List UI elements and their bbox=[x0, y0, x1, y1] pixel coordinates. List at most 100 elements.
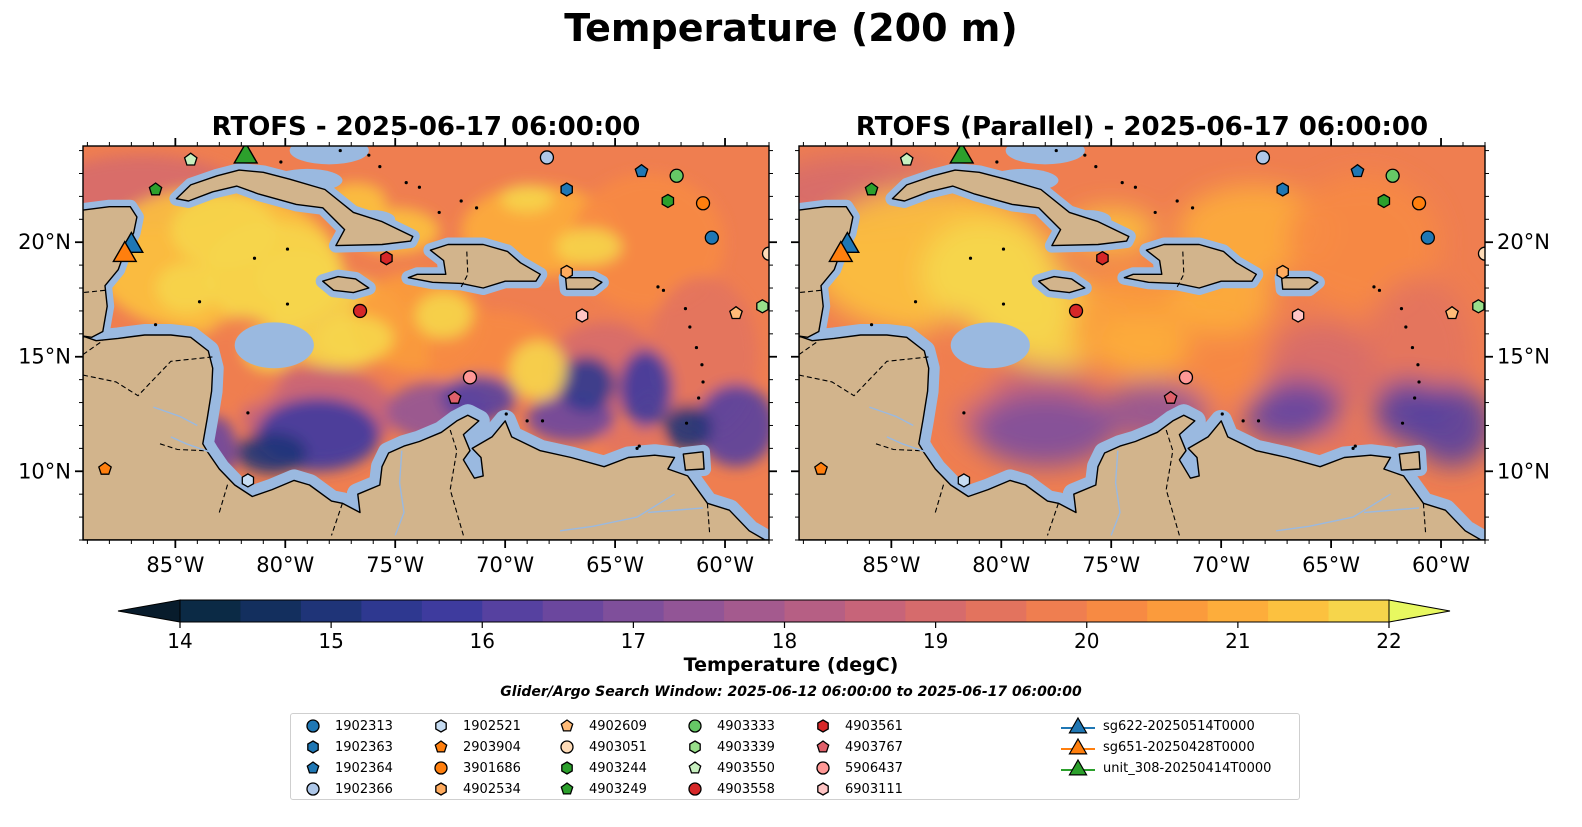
colorbar-segment bbox=[482, 600, 544, 622]
map-ticks: 85°W 80°W 75°W 70°W 65°W 60°W 10°N 15°N 20°N bbox=[18, 138, 777, 577]
legend-marker-shape bbox=[434, 740, 448, 753]
legend-item-6903111: 6903111 bbox=[815, 780, 903, 798]
lon-tick-label: 80°W bbox=[972, 553, 1030, 577]
small-island bbox=[1256, 419, 1261, 423]
land-yucatan bbox=[799, 206, 854, 338]
country-border bbox=[1165, 429, 1180, 536]
float-1902313 bbox=[704, 230, 719, 245]
shelf-bank bbox=[234, 322, 314, 369]
country-border bbox=[1046, 503, 1059, 536]
legend-label: 1902364 bbox=[335, 760, 393, 776]
country-border bbox=[159, 443, 204, 452]
temperature-feature bbox=[500, 184, 554, 213]
land-cuba bbox=[175, 169, 414, 247]
small-island bbox=[1404, 325, 1408, 329]
legend-item-4902609: 4902609 bbox=[559, 717, 647, 735]
colorbar: 14 15 16 17 18 19 20 21 22 bbox=[117, 599, 1451, 653]
legend-item-4902534: 4902534 bbox=[433, 780, 521, 798]
small-island bbox=[1133, 185, 1138, 189]
glider-sg651-20250428T0000 bbox=[112, 240, 138, 263]
float-4902609 bbox=[729, 305, 743, 320]
country-border bbox=[1422, 503, 1427, 534]
colorbar-label: Temperature (degC) bbox=[683, 654, 899, 676]
colorbar-segment bbox=[300, 600, 362, 622]
colorbar-tick-label: 20 bbox=[1074, 629, 1099, 653]
float-1902366 bbox=[1255, 150, 1271, 165]
legend-marker-circle-icon bbox=[816, 761, 830, 775]
legend-item-4903333: 4903333 bbox=[687, 717, 775, 735]
legend-marker-shape bbox=[306, 719, 320, 733]
temperature-feature bbox=[619, 349, 673, 428]
legend-label: sg651-20250428T0000 bbox=[1103, 739, 1255, 755]
small-island bbox=[968, 256, 973, 260]
legend-label: 4903767 bbox=[845, 739, 903, 755]
float-2903904 bbox=[814, 461, 828, 475]
float-4902609 bbox=[1445, 305, 1459, 320]
temperature-feature bbox=[1100, 313, 1189, 378]
float-3901686 bbox=[1411, 196, 1427, 211]
shelf-bank bbox=[289, 146, 369, 165]
legend-marker-circle-icon bbox=[306, 782, 320, 796]
panel-title-rtofs: RTOFS - 2025-06-17 06:00:00 bbox=[211, 112, 641, 142]
map-panel-rtofs-parallel: 85°W 80°W 75°W 70°W 65°W 60°W 10°N 15°N 20°N bbox=[791, 138, 1550, 577]
float-4903244 bbox=[661, 193, 675, 209]
legend-marker-shape bbox=[688, 761, 702, 774]
legend-marker-circle-icon bbox=[560, 740, 574, 754]
float-4903339 bbox=[1472, 299, 1485, 314]
legend-marker-shape bbox=[307, 740, 319, 754]
small-island bbox=[367, 153, 371, 157]
legend-label: 2903904 bbox=[463, 739, 521, 755]
legend-marker-shape bbox=[560, 719, 574, 732]
small-island bbox=[697, 396, 701, 400]
land-puertorico bbox=[564, 277, 603, 290]
float-1902363 bbox=[560, 182, 573, 197]
legend-marker-hexagon-icon bbox=[817, 782, 829, 796]
float-3901686 bbox=[695, 196, 711, 211]
colorbar-segment bbox=[1328, 600, 1390, 622]
lat-tick-label: 10°N bbox=[1497, 459, 1550, 483]
small-island bbox=[1175, 199, 1179, 203]
river bbox=[1276, 493, 1391, 532]
lon-tick-label: 70°W bbox=[1192, 553, 1250, 577]
small-island bbox=[1190, 206, 1195, 210]
float-1902364 bbox=[1350, 163, 1365, 178]
river bbox=[1364, 507, 1420, 514]
small-island bbox=[913, 300, 918, 304]
legend-label: 1902521 bbox=[463, 718, 521, 734]
colorbar-extend-low bbox=[117, 599, 181, 623]
glider-markers bbox=[112, 146, 259, 263]
lon-tick-label: 70°W bbox=[476, 553, 534, 577]
legend-label: 1902363 bbox=[335, 739, 393, 755]
small-island bbox=[694, 345, 699, 350]
legend-glider-triangle bbox=[1068, 737, 1088, 755]
country-border bbox=[875, 443, 920, 452]
small-island bbox=[1351, 446, 1355, 450]
float-4902534 bbox=[1276, 264, 1289, 280]
river bbox=[394, 450, 405, 536]
country-border bbox=[83, 340, 104, 355]
lon-tick-label: 75°W bbox=[366, 553, 424, 577]
land-jamaica bbox=[1038, 275, 1086, 294]
small-island bbox=[1416, 363, 1420, 367]
glider-markers bbox=[828, 146, 975, 263]
temperature-feature bbox=[1287, 173, 1442, 311]
temperature-feature bbox=[555, 228, 622, 266]
lat-tick-label: 10°N bbox=[18, 459, 71, 483]
legend-marker-shape bbox=[688, 719, 702, 733]
legend-label: 4903244 bbox=[589, 760, 647, 776]
temperature-feature bbox=[155, 262, 218, 314]
float-4903244 bbox=[1377, 193, 1391, 209]
colorbar-segment bbox=[240, 600, 302, 622]
float-4903249 bbox=[148, 182, 163, 196]
legend-marker-shape bbox=[817, 782, 829, 796]
river bbox=[648, 507, 704, 514]
float-4903558 bbox=[352, 303, 368, 319]
country-border bbox=[1176, 249, 1185, 288]
country-border bbox=[460, 249, 469, 288]
lon-tick-label: 80°W bbox=[256, 553, 314, 577]
small-island bbox=[474, 206, 479, 210]
map-frame bbox=[798, 145, 1486, 541]
lat-tick-label: 20°N bbox=[1497, 230, 1550, 254]
float-4903051 bbox=[1477, 246, 1485, 261]
land-trinidad bbox=[1398, 451, 1421, 471]
